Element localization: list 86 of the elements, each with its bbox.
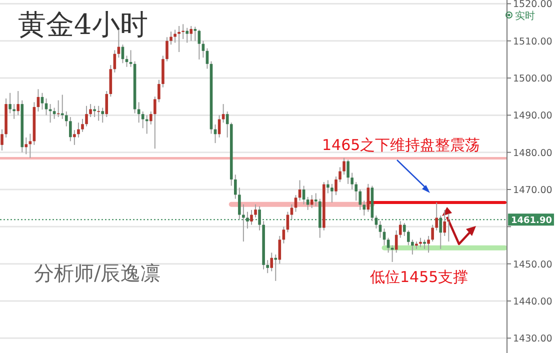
candlestick xyxy=(28,133,32,158)
candlestick xyxy=(48,104,52,124)
candlestick xyxy=(0,128,4,151)
candlestick xyxy=(354,182,358,202)
candlestick xyxy=(234,174,237,200)
text: 实时 xyxy=(515,10,535,22)
candlestick xyxy=(222,104,225,124)
candlestick xyxy=(334,176,338,196)
candlestick xyxy=(89,104,92,118)
candlestick xyxy=(314,192,318,207)
y-tick-label: 1480.00 xyxy=(513,148,552,159)
candlestick xyxy=(186,27,189,44)
candlestick xyxy=(423,239,426,250)
candlestick xyxy=(447,213,450,242)
candlestick xyxy=(93,105,96,118)
y-tick-label: 1440.00 xyxy=(513,296,552,308)
candlestick xyxy=(254,204,257,218)
annotation: 低位1455支撑 xyxy=(370,268,468,286)
candlestick xyxy=(290,204,294,220)
candlestick xyxy=(427,235,430,254)
candlestick xyxy=(374,215,378,230)
candlestick xyxy=(338,166,342,183)
candlestick xyxy=(174,29,176,44)
candlestick xyxy=(238,187,241,220)
candlestick xyxy=(12,104,16,120)
annotation: 1465之下维持盘整震荡 xyxy=(322,136,480,154)
candlestick xyxy=(125,55,128,68)
candlestick xyxy=(435,202,438,231)
candlestick xyxy=(258,206,261,231)
candlestick xyxy=(443,209,446,236)
candlestick xyxy=(194,26,197,42)
candlestick xyxy=(166,36,168,62)
candlestick xyxy=(81,118,84,132)
candlestick xyxy=(85,105,88,127)
candlestick xyxy=(149,110,152,125)
candlestick xyxy=(137,102,140,124)
candlestick xyxy=(52,107,56,120)
ref-line-label: 1461.90 xyxy=(511,216,552,226)
candlestick xyxy=(402,222,406,236)
candlestick xyxy=(16,90,20,116)
candlestick xyxy=(246,211,249,230)
candlestick xyxy=(69,116,72,142)
candlestick xyxy=(386,237,390,254)
candlestick xyxy=(342,157,346,176)
candlestick xyxy=(154,96,156,150)
candlestick xyxy=(398,220,402,238)
candlestick xyxy=(266,260,269,274)
candlestick xyxy=(73,130,76,146)
candlestick xyxy=(358,189,362,210)
y-tick-label: 1450.00 xyxy=(513,259,552,270)
candlestick xyxy=(141,110,144,129)
candlestick xyxy=(350,172,354,190)
candlestick xyxy=(129,50,132,68)
annotation: 分析师/辰逸凛 xyxy=(34,261,161,285)
candlestick xyxy=(97,105,100,122)
candlestick xyxy=(190,26,193,42)
y-tick-label: 1500.00 xyxy=(513,74,552,85)
candlestick xyxy=(242,204,245,242)
chart-title: 黄金4小时 xyxy=(18,8,148,41)
candlestick xyxy=(407,230,410,246)
y-tick-label: 1430.00 xyxy=(513,334,552,345)
y-tick-label: 1510.00 xyxy=(513,36,552,48)
candlestick xyxy=(105,90,108,118)
candlestick xyxy=(270,252,274,272)
candlestick xyxy=(170,31,172,46)
y-tick-label: 1520.00 xyxy=(513,0,552,10)
candlestick xyxy=(411,239,414,256)
candlestick xyxy=(64,110,68,127)
candlestick xyxy=(346,159,350,184)
candlestick xyxy=(8,92,12,114)
candlestick xyxy=(178,26,180,53)
y-tick-label: 1470.00 xyxy=(513,185,552,196)
candlestick xyxy=(101,107,104,124)
candlestick xyxy=(419,237,422,248)
candlestick xyxy=(326,180,330,194)
candlestick xyxy=(439,215,442,250)
y-tick-label: 1490.00 xyxy=(513,110,552,122)
candlestick xyxy=(250,209,253,226)
candlestick xyxy=(77,122,80,138)
candlestick xyxy=(330,183,334,204)
candlestick xyxy=(40,92,44,110)
candlestick xyxy=(158,79,160,103)
candlestick xyxy=(431,224,434,242)
candlestick xyxy=(362,200,366,216)
candlestick xyxy=(182,24,184,40)
candlestick xyxy=(24,136,28,155)
